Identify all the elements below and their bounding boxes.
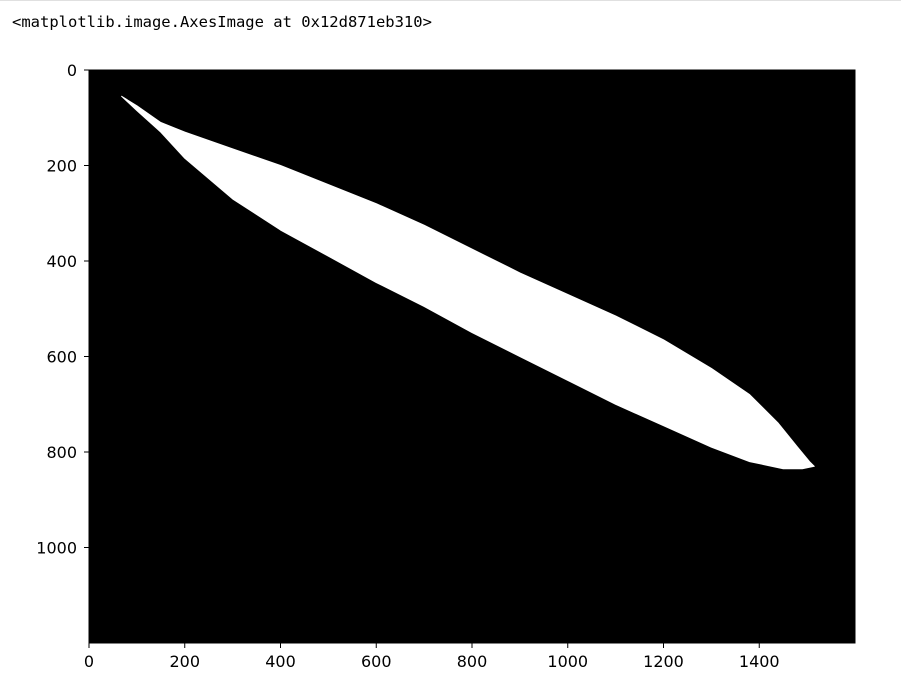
y-tick-label: 800 bbox=[46, 443, 77, 462]
y-tick-label: 1000 bbox=[36, 539, 77, 558]
output-text: <matplotlib.image.AxesImage at 0x12d871e… bbox=[12, 13, 432, 31]
x-tick-label: 800 bbox=[457, 652, 488, 671]
x-tick-label: 0 bbox=[84, 652, 94, 671]
x-tick-label: 600 bbox=[361, 652, 392, 671]
y-tick-label: 400 bbox=[46, 252, 77, 271]
y-tick-label: 200 bbox=[46, 157, 77, 176]
cell-divider bbox=[0, 0, 901, 1]
x-axis: 0 200 400 600 800 1000 1200 1400 bbox=[84, 643, 780, 671]
y-axis: 0 200 400 600 800 1000 bbox=[36, 61, 89, 558]
x-tick-label: 200 bbox=[169, 652, 200, 671]
y-tick-label: 0 bbox=[67, 61, 77, 80]
mask-region bbox=[121, 95, 815, 470]
x-tick-label: 1000 bbox=[547, 652, 588, 671]
x-tick-label: 400 bbox=[265, 652, 296, 671]
x-tick-label: 1200 bbox=[643, 652, 684, 671]
y-tick-label: 600 bbox=[46, 348, 77, 367]
x-tick-label: 1400 bbox=[739, 652, 780, 671]
